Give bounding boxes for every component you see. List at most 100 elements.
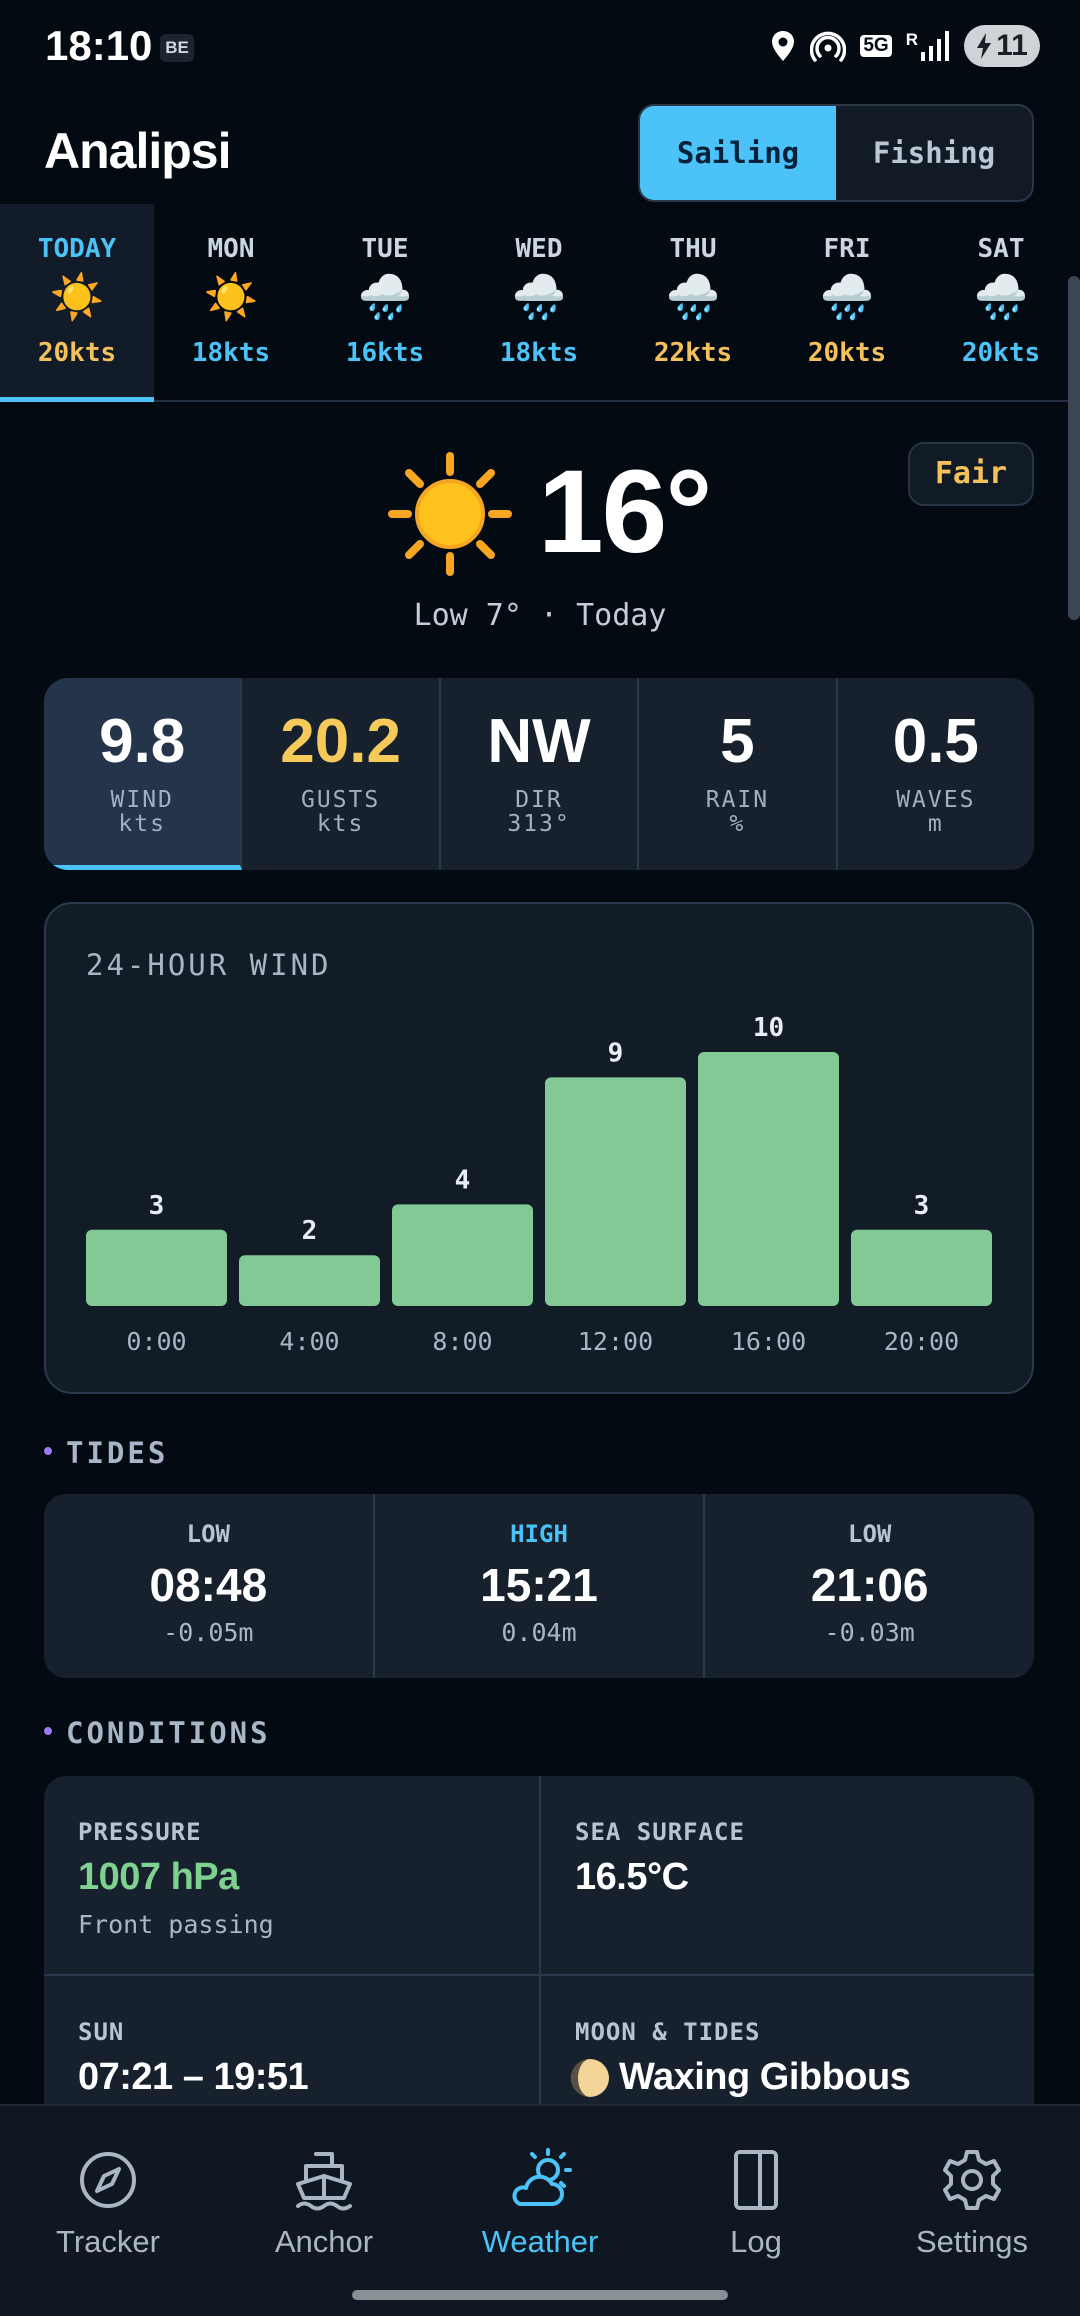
signal-icon: R [906, 30, 950, 62]
tides-card: LOW 08:48 -0.05m HIGH 15:21 0.04m LOW 21… [44, 1494, 1034, 1678]
nav-label: Log [730, 2224, 782, 2259]
tide-high: HIGH 15:21 0.04m [375, 1494, 706, 1678]
status-bar: 18:10 BE 5G R 11 [0, 0, 1080, 95]
condition-sun: SUN 07:21 – 19:51 [44, 1974, 539, 2172]
wind-time-tick-label: 0:00 [126, 1327, 186, 1356]
wind-bar [851, 1229, 992, 1306]
scrollbar-thumb[interactable] [1068, 276, 1080, 620]
sun-icon [388, 452, 512, 576]
wind-bar-chart: 3 0:00 2 4:00 4 8:00 9 12:00 10 16:00 3 20:00 [86, 1013, 992, 1356]
condition-sea-surface: SEA SURFACE 16.5°C [539, 1776, 1034, 1974]
wind-time-tick-label: 20:00 [884, 1327, 959, 1356]
condition-label: MOON & TIDES [575, 2018, 761, 2046]
condition-label: SEA SURFACE [575, 1818, 745, 1846]
condition-value: 1007 hPa [78, 1856, 239, 1898]
wind-bar [392, 1204, 533, 1306]
metric-value: 5 [720, 707, 755, 776]
bullet-dot [44, 1727, 52, 1735]
conditions-rating-badge: Fair [908, 442, 1034, 506]
status-icons: 5G R 11 [770, 24, 1040, 68]
wind-bar-value-label: 9 [608, 1038, 624, 1068]
day-tab-wed[interactable]: WED 🌧️ 18kts [462, 204, 616, 402]
day-tab-thu[interactable]: THU 🌧️ 22kts [616, 204, 770, 402]
rain-cloud-icon: 🌧️ [665, 273, 721, 322]
tide-height: -0.03m [824, 1618, 915, 1647]
network-type-icon: 5G [860, 35, 892, 57]
metric-value: 0.5 [892, 707, 979, 776]
nav-label: Anchor [274, 2224, 374, 2259]
tide-low-1: LOW 08:48 -0.05m [44, 1494, 375, 1678]
day-name: THU [669, 234, 717, 264]
metric-value: 9.8 [99, 707, 186, 776]
metric-direction[interactable]: NW DIR 313° [441, 678, 640, 870]
day-wind: 18kts [499, 338, 579, 368]
rain-cloud-icon: 🌧️ [357, 273, 413, 322]
compass-icon [80, 2152, 136, 2208]
nav-log[interactable]: Log [648, 2134, 864, 2274]
status-time: 18:10 [45, 22, 153, 69]
metric-label: DIR [515, 787, 563, 813]
charging-bolt-icon [977, 33, 992, 59]
nav-tracker[interactable]: Tracker [0, 2134, 216, 2274]
nav-settings[interactable]: Settings [864, 2134, 1080, 2274]
day-tabs: TODAY ☀️ 20kts MON ☀️ 18kts TUE 🌧️ 16kts… [0, 204, 1080, 402]
day-tab-sat[interactable]: SAT 🌧️ 20kts [924, 204, 1078, 402]
sun-icon: ☀️ [203, 273, 259, 322]
metric-unit: 313° [507, 811, 571, 837]
roaming-indicator: R [905, 30, 918, 49]
current-temperature: 16° [538, 446, 712, 578]
bottom-navigation: Tracker Anchor Weather [0, 2104, 1080, 2316]
day-tab-fri[interactable]: FRI 🌧️ 20kts [770, 204, 924, 402]
tides-heading-text: TIDES [66, 1436, 169, 1470]
metric-label: WAVES [896, 787, 976, 813]
day-tab-tue[interactable]: TUE 🌧️ 16kts [308, 204, 462, 402]
status-badge: BE [160, 34, 194, 62]
home-indicator[interactable] [352, 2290, 728, 2300]
condition-value-row: Waxing Gibbous [569, 2056, 911, 2099]
metric-unit: kts [316, 811, 365, 837]
wind-chart-title: 24-HOUR WIND [86, 948, 332, 982]
nav-label: Weather [481, 2224, 599, 2259]
metric-label-block: RAIN % [639, 788, 835, 836]
metric-rain[interactable]: 5 RAIN % [639, 678, 838, 870]
day-tab-mon[interactable]: MON ☀️ 18kts [154, 204, 308, 402]
tide-time: 08:48 [149, 1559, 268, 1611]
metric-label-block: DIR 313° [441, 788, 637, 836]
nav-label: Tracker [56, 2224, 160, 2259]
day-name: TUE [361, 234, 409, 264]
condition-label: SUN [78, 2018, 125, 2046]
wind-bar [239, 1255, 380, 1306]
metric-waves[interactable]: 0.5 WAVES m [838, 678, 1034, 870]
metric-unit: m [927, 811, 944, 837]
wind-time-tick-label: 12:00 [578, 1327, 653, 1356]
condition-pressure: PRESSURE 1007 hPa Front passing [44, 1776, 539, 1974]
tide-height: -0.05m [163, 1618, 254, 1647]
day-name: WED [515, 234, 563, 264]
boat-icon [296, 2152, 352, 2211]
page-title: Analipsi [44, 123, 231, 179]
nav-weather[interactable]: Weather [432, 2134, 648, 2274]
day-wind: 18kts [191, 338, 271, 368]
metric-unit: kts [118, 811, 166, 837]
gear-icon [943, 2150, 1001, 2210]
wind-bar [698, 1052, 839, 1306]
tide-time: 21:06 [810, 1559, 929, 1611]
mode-sailing-button[interactable]: Sailing [640, 106, 836, 200]
battery-level: 11 [996, 29, 1028, 62]
book-icon [734, 2150, 778, 2210]
nav-anchor[interactable]: Anchor [216, 2134, 432, 2274]
metric-label: WIND [110, 787, 174, 813]
hotspot-icon [810, 31, 847, 62]
wind-bar-value-label: 3 [149, 1191, 165, 1221]
metric-wind[interactable]: 9.8 WIND kts [44, 678, 243, 870]
mode-fishing-button[interactable]: Fishing [872, 136, 996, 170]
metric-gusts[interactable]: 20.2 GUSTS kts [242, 678, 441, 870]
wind-bar-value-label: 10 [753, 1013, 784, 1043]
day-wind: 20kts [807, 338, 887, 368]
metric-label-block: WAVES m [838, 788, 1034, 836]
day-tab-today[interactable]: TODAY ☀️ 20kts [0, 204, 154, 402]
day-wind: 16kts [345, 338, 425, 368]
sun-icon: ☀️ [49, 273, 105, 322]
rain-cloud-icon: 🌧️ [819, 273, 875, 322]
day-name: SAT [977, 234, 1025, 264]
